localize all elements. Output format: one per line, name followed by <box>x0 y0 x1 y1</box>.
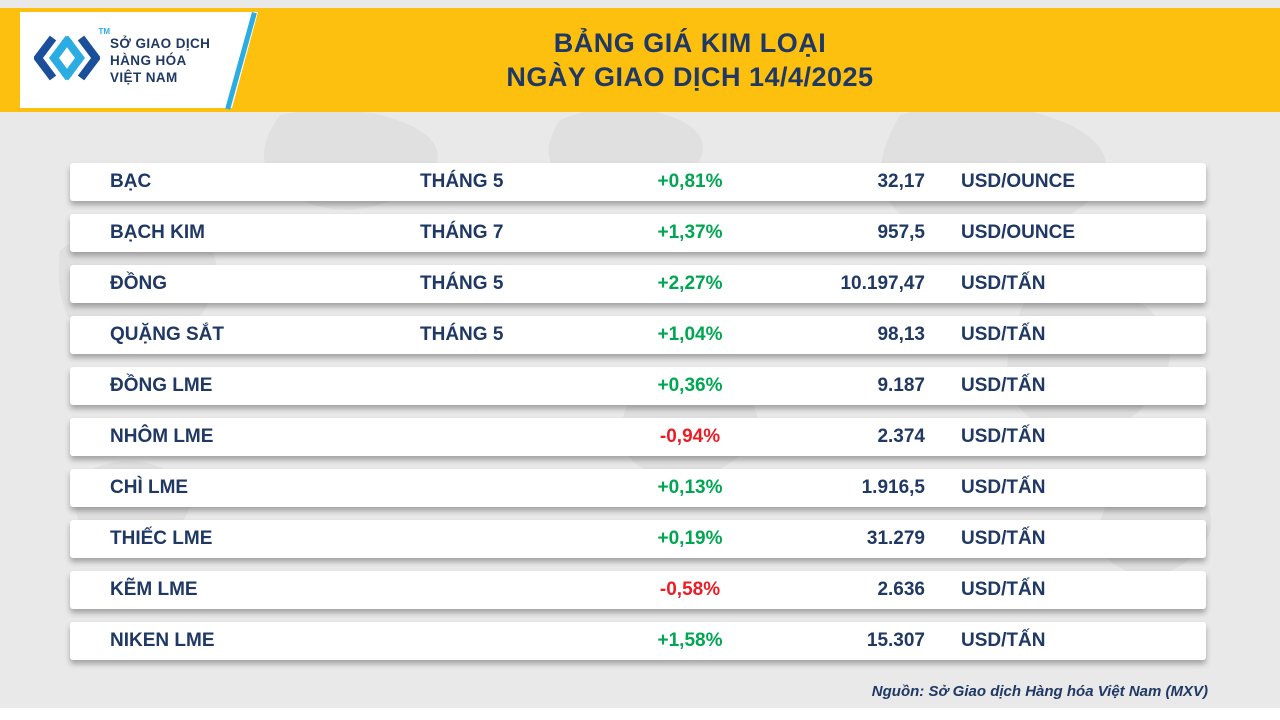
row-contract-month: THÁNG 5 <box>420 273 504 294</box>
table-row: THIẾC LME +0,19% 31.279 USD/TẤN <box>70 520 1206 558</box>
row-unit: USD/TẤN <box>961 324 1046 345</box>
row-change: +0,36% <box>657 375 723 396</box>
row-commodity-name: CHÌ LME <box>110 477 189 498</box>
row-unit: USD/TẤN <box>961 273 1046 294</box>
row-change: +1,37% <box>657 222 723 243</box>
row-commodity-name: NHÔM LME <box>110 426 214 447</box>
bottom-strip <box>0 708 1280 720</box>
row-price: 31.279 <box>866 528 925 549</box>
row-change: +0,81% <box>657 171 723 192</box>
row-unit: USD/TẤN <box>961 630 1046 651</box>
row-unit: USD/OUNCE <box>961 222 1076 243</box>
row-unit: USD/OUNCE <box>961 171 1076 192</box>
price-table: BẠC THÁNG 5 +0,81% 32,17 USD/OUNCE BẠCH … <box>70 163 1206 660</box>
mxv-logo-icon: TM <box>34 31 100 90</box>
source-credit: Nguồn: Sở Giao dịch Hàng hóa Việt Nam (M… <box>871 683 1208 700</box>
row-change: +2,27% <box>657 273 723 294</box>
mxv-logo: TM SỞ GIAO DỊCH HÀNG HÓA VIỆT NAM <box>20 12 258 108</box>
table-row: ĐỒNG LME +0,36% 9.187 USD/TẤN <box>70 367 1206 405</box>
row-price: 10.197,47 <box>840 273 925 294</box>
row-contract-month: THÁNG 7 <box>420 222 504 243</box>
logo-text-line2: HÀNG HÓA <box>110 52 187 68</box>
row-unit: USD/TẤN <box>961 375 1046 396</box>
row-unit: USD/TẤN <box>961 477 1046 498</box>
row-price: 98,13 <box>877 324 925 345</box>
row-change: -0,94% <box>659 426 721 447</box>
row-price: 2.636 <box>877 579 925 600</box>
mxv-logo-text: SỞ GIAO DỊCH HÀNG HÓA VIỆT NAM <box>110 35 210 86</box>
row-change: +0,13% <box>657 477 723 498</box>
row-price: 1.916,5 <box>861 477 925 498</box>
row-price: 32,17 <box>877 171 925 192</box>
row-commodity-name: THIẾC LME <box>110 528 213 549</box>
table-row: CHÌ LME +0,13% 1.916,5 USD/TẤN <box>70 469 1206 507</box>
table-row: QUẶNG SẮT THÁNG 5 +1,04% 98,13 USD/TẤN <box>70 316 1206 354</box>
page-title-line2: NGÀY GIAO DỊCH 14/4/2025 <box>506 62 874 92</box>
row-change: -0,58% <box>659 579 721 600</box>
row-price: 9.187 <box>877 375 925 396</box>
table-row: ĐỒNG THÁNG 5 +2,27% 10.197,47 USD/TẤN <box>70 265 1206 303</box>
table-row: NHÔM LME -0,94% 2.374 USD/TẤN <box>70 418 1206 456</box>
logo-trademark: TM <box>98 26 110 36</box>
row-commodity-name: ĐỒNG LME <box>110 375 213 396</box>
logo-text-line3: VIỆT NAM <box>110 69 178 85</box>
table-row: BẠCH KIM THÁNG 7 +1,37% 957,5 USD/OUNCE <box>70 214 1206 252</box>
row-commodity-name: BẠC <box>110 171 152 192</box>
row-commodity-name: ĐỒNG <box>110 273 167 294</box>
page-title-line1: BẢNG GIÁ KIM LOẠI <box>553 28 827 58</box>
row-unit: USD/TẤN <box>961 579 1046 600</box>
row-change: +1,58% <box>657 630 723 651</box>
row-contract-month: THÁNG 5 <box>420 324 504 345</box>
row-contract-month: THÁNG 5 <box>420 171 504 192</box>
row-commodity-name: BẠCH KIM <box>110 222 205 243</box>
table-row: NIKEN LME +1,58% 15.307 USD/TẤN <box>70 622 1206 660</box>
row-commodity-name: KẼM LME <box>110 579 198 600</box>
row-commodity-name: NIKEN LME <box>110 630 215 651</box>
row-unit: USD/TẤN <box>961 426 1046 447</box>
row-price: 2.374 <box>877 426 925 447</box>
row-change: +0,19% <box>657 528 723 549</box>
row-price: 15.307 <box>866 630 925 651</box>
row-commodity-name: QUẶNG SẮT <box>110 324 224 345</box>
row-change: +1,04% <box>657 324 723 345</box>
table-row: KẼM LME -0,58% 2.636 USD/TẤN <box>70 571 1206 609</box>
row-price: 957,5 <box>877 222 925 243</box>
logo-text-line1: SỞ GIAO DỊCH <box>110 35 211 51</box>
table-row: BẠC THÁNG 5 +0,81% 32,17 USD/OUNCE <box>70 163 1206 201</box>
row-unit: USD/TẤN <box>961 528 1046 549</box>
